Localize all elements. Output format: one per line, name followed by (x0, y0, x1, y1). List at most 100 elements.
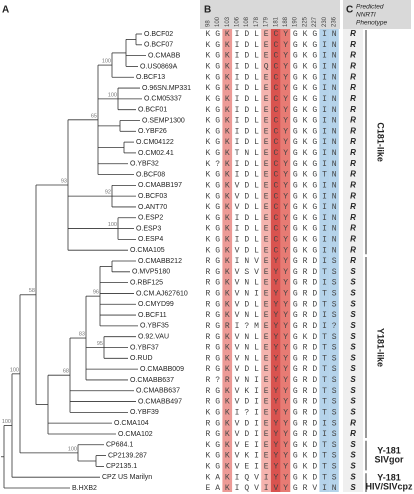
taxon-label: O.CM02.41 (138, 150, 174, 157)
phenotype: S (350, 343, 356, 352)
taxon-label: O.CM04122 (136, 139, 174, 146)
phenotype: R (350, 126, 356, 135)
taxon-label: O.92.VAU (138, 334, 169, 341)
bootstrap: 100 (102, 59, 111, 65)
taxon-label: O.CMA102 (118, 431, 153, 438)
phenotype: R (350, 234, 356, 243)
phenotype: R (350, 83, 356, 92)
taxon-label: CP684.1 (106, 442, 133, 449)
column-number: 181 (273, 16, 279, 27)
taxon-label: O.BCF08 (136, 171, 165, 178)
bootstrap: 100 (2, 419, 11, 425)
phenotype: S (350, 278, 356, 287)
taxon-label: O.YBF26 (138, 128, 167, 135)
phenotype: R (350, 148, 356, 157)
column-number: 188 (283, 16, 289, 27)
bootstrap: 65 (91, 113, 97, 119)
taxon-label: O.BCF01 (138, 107, 167, 114)
phenotype-header: Phenotype (356, 20, 387, 27)
taxon-label: O.BCF13 (136, 74, 165, 81)
phenotype: R (350, 29, 356, 38)
column-number: 108 (244, 16, 250, 27)
alignment-header-bg (200, 0, 340, 29)
taxon-label: O.CM05337 (144, 96, 182, 103)
taxon-label: O.CMYD99 (138, 301, 174, 308)
column-number: 100 (215, 16, 221, 27)
column-number: 227 (312, 16, 318, 27)
bootstrap: 96 (93, 290, 99, 296)
phenotype: R (350, 72, 356, 81)
phenotype: S (350, 407, 356, 416)
phenotype: R (350, 245, 356, 254)
bootstrap: 100 (108, 222, 117, 228)
group-label: SIVgor (374, 454, 404, 464)
phenotype: S (350, 310, 356, 319)
phenotype: S (350, 289, 356, 298)
phenotype: R (350, 180, 356, 189)
phenotype: R (350, 170, 356, 179)
taxon-label: O.BCF03 (138, 193, 167, 200)
taxon-label: O.YBF39 (130, 409, 159, 416)
taxon-label: O.CMABB212 (138, 258, 182, 265)
column-highlight (261, 29, 271, 492)
taxon-label: B.HXB2 (72, 485, 97, 492)
bootstrap: 92 (105, 190, 111, 196)
bootstrap: 58 (29, 288, 35, 294)
column-number: 236 (332, 16, 338, 27)
column-number: 98 (205, 20, 211, 27)
phenotype-header-bg (343, 0, 411, 29)
panel-label: C (346, 5, 353, 16)
taxon-label: O.CMABB637 (136, 388, 180, 395)
taxon-label: O.YBF32 (130, 161, 159, 168)
column-highlight (270, 29, 281, 492)
phenotype: S (350, 451, 356, 460)
taxon-label: O.96SN.MP331 (142, 85, 191, 92)
taxon-label: O.CMABB197 (138, 182, 182, 189)
phenotype: R (350, 191, 356, 200)
taxon-label: O.US0869A (140, 63, 178, 70)
taxon-label: O.ANT70 (138, 204, 167, 211)
phenotype: R (350, 62, 356, 71)
group-label: C181-like (376, 122, 386, 162)
column-highlight (280, 29, 291, 492)
taxon-label: CPZ US Marilyn (102, 474, 152, 481)
group-label: Y-181 (377, 472, 401, 482)
group-label: Y181-like (376, 328, 386, 367)
phenotype: S (350, 375, 356, 384)
taxon-label: O.ESP2 (138, 215, 163, 222)
phenotype: S (350, 386, 356, 395)
phenotype: R (350, 40, 356, 49)
phenotype: R (350, 418, 356, 427)
phenotype: R (350, 105, 356, 114)
phenotype: S (350, 483, 356, 492)
column-highlight (329, 29, 339, 492)
column-number: 179 (264, 16, 270, 27)
bootstrap: 68 (63, 369, 69, 375)
bootstrap: 83 (79, 331, 85, 337)
phenotype-header: Predicted (356, 4, 384, 11)
taxon-label: O.ESP3 (136, 225, 161, 232)
taxon-label: O.CMABB497 (138, 398, 182, 405)
taxon-label: O.RUD (130, 355, 153, 362)
phenotype: R (350, 224, 356, 233)
taxon-label: O.CM.AJ627610 (136, 290, 188, 297)
taxon-label: O.BCF07 (144, 42, 173, 49)
phenotype: R (350, 137, 356, 146)
phenotype: S (350, 397, 356, 406)
taxon-label: O.CMABB637 (130, 377, 174, 384)
bootstrap: 100 (108, 92, 117, 98)
taxon-label: O.CMABB009 (140, 366, 184, 373)
phenotype: R (350, 213, 356, 222)
taxon-label: O.MVP5180 (132, 269, 170, 276)
phenotype: S (350, 299, 356, 308)
taxon-label: O.YBF35 (140, 323, 169, 330)
taxon-label: O.ESP4 (138, 236, 163, 243)
taxon-label: CP2139.287 (108, 452, 147, 459)
bootstrap: 100 (10, 367, 19, 373)
bootstrap: 100 (68, 446, 77, 452)
taxon-label: O.BCF02 (144, 31, 173, 38)
phenotype: R (350, 94, 356, 103)
phenotype: S (350, 462, 356, 471)
phenotype: R (350, 202, 356, 211)
